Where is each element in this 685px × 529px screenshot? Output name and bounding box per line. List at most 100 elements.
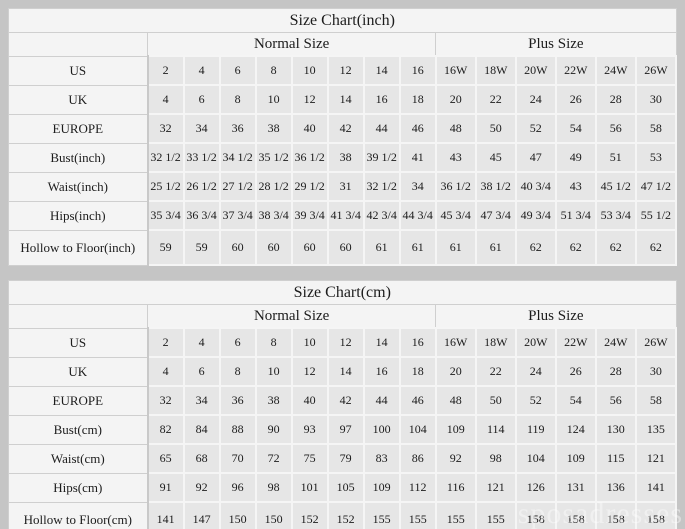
size-value-cell: 14 [326, 84, 365, 115]
size-value-cell: 10 [254, 84, 293, 115]
size-value-cell: 124 [554, 414, 597, 445]
size-value-cell: 32 1/2 [146, 142, 185, 173]
size-value-cell: 29 1/2 [290, 171, 329, 202]
size-value-cell: 22 [474, 356, 517, 387]
corner-cell [7, 304, 149, 329]
column-group-row: Normal Size Plus Size [7, 32, 677, 57]
size-value-cell: 105 [326, 472, 365, 503]
size-value-cell: 51 3/4 [554, 200, 597, 231]
size-value-cell: 116 [434, 472, 477, 503]
size-value-cell: 36 3/4 [182, 200, 221, 231]
size-value-cell: 114 [474, 414, 517, 445]
size-value-cell: 53 [634, 142, 678, 173]
size-value-cell: 12 [290, 84, 329, 115]
size-value-cell: 45 3/4 [434, 200, 477, 231]
size-value-cell: 47 1/2 [634, 171, 678, 202]
size-value-cell: 16W [434, 55, 477, 86]
table-row: Bust(cm) 82 84 88 90 93 97 100 104 109 114 119 124 13… [7, 414, 678, 445]
size-value-cell: 91 [146, 472, 185, 503]
size-value-cell: 42 [326, 113, 365, 144]
size-value-cell: 18W [474, 55, 517, 86]
size-value-cell: 98 [474, 443, 517, 474]
size-value-cell: 60 [218, 229, 257, 266]
row-label: EUROPE [7, 113, 149, 144]
size-value-cell: 38 1/2 [474, 171, 517, 202]
size-value-cell: 56 [594, 113, 637, 144]
size-value-cell: 62 [554, 229, 597, 266]
size-value-cell: 52 [514, 385, 557, 416]
size-value-cell: 36 1/2 [290, 142, 329, 173]
size-value-cell: 32 [146, 113, 185, 144]
row-label: US [7, 327, 149, 358]
table-title: Size Chart(cm) [8, 280, 677, 305]
size-value-cell: 16 [398, 55, 437, 86]
size-value-cell: 44 3/4 [398, 200, 437, 231]
table-row: Waist(inch) 25 1/2 26 1/2 27 1/2 28 1/2 29 1/… [7, 171, 678, 202]
size-value-cell: 72 [254, 443, 293, 474]
table-row: Hips(cm) 91 92 96 98 101 105 109 112 116 121 126 131… [7, 472, 678, 503]
size-value-cell: 30 [634, 84, 678, 115]
size-value-cell: 45 1/2 [594, 171, 637, 202]
size-value-cell: 38 [254, 113, 293, 144]
size-value-cell: 130 [594, 414, 637, 445]
size-value-cell: 48 [434, 385, 477, 416]
size-value-cell: 18 [398, 84, 437, 115]
table-row: Hollow to Floor(cm) 141 147 150 150 152 152 155… [7, 501, 678, 529]
size-value-cell: 26 [554, 356, 597, 387]
plus-size-header: Plus Size [435, 304, 677, 329]
size-value-cell: 14 [326, 356, 365, 387]
size-value-cell: 40 3/4 [514, 171, 557, 202]
size-value-cell: 6 [218, 55, 257, 86]
size-value-cell: 141 [634, 472, 678, 503]
size-value-cell: 36 1/2 [434, 171, 477, 202]
size-value-cell: 83 [362, 443, 401, 474]
size-value-cell: 8 [254, 327, 293, 358]
size-value-cell: 49 3/4 [514, 200, 557, 231]
size-value-cell: 8 [218, 84, 257, 115]
size-value-cell: 150 [254, 501, 293, 529]
size-value-cell: 61 [474, 229, 517, 266]
size-value-cell: 32 [146, 385, 185, 416]
size-value-cell: 152 [290, 501, 329, 529]
size-value-cell: 50 [474, 113, 517, 144]
size-value-cell: 8 [254, 55, 293, 86]
table-row: US 2 4 6 8 10 12 14 16 16W 18W 20W 22W 24W 26W [7, 327, 678, 358]
size-value-cell: 33 1/2 [182, 142, 221, 173]
size-value-cell: 84 [182, 414, 221, 445]
size-value-cell: 14 [362, 327, 401, 358]
table-title: Size Chart(inch) [8, 8, 677, 33]
size-value-cell: 22W [554, 55, 597, 86]
size-value-cell: 62 [514, 229, 557, 266]
size-value-cell: 50 [474, 385, 517, 416]
size-value-cell: 104 [398, 414, 437, 445]
size-value-cell: 6 [182, 356, 221, 387]
size-value-cell: 158 [514, 501, 557, 529]
size-value-cell: 93 [290, 414, 329, 445]
size-chart-cm-table: Size Chart(cm) Normal Size Plus Size US 2… [7, 280, 678, 529]
table-row: US 2 4 6 8 10 12 14 16 16W 18W 20W 22W 24W 26W [7, 55, 678, 86]
table-title-row: Size Chart(inch) [8, 8, 677, 33]
size-value-cell: 55 1/2 [634, 200, 678, 231]
size-value-cell: 96 [218, 472, 257, 503]
row-label: Hips(cm) [7, 472, 149, 503]
size-value-cell: 34 [182, 385, 221, 416]
size-value-cell: 25 1/2 [146, 171, 185, 202]
size-value-cell: 53 3/4 [594, 200, 637, 231]
size-value-cell: 10 [290, 327, 329, 358]
size-value-cell: 121 [634, 443, 678, 474]
size-value-cell: 26 [554, 84, 597, 115]
size-value-cell: 31 [326, 171, 365, 202]
size-value-cell: 44 [362, 113, 401, 144]
size-value-cell: 20 [434, 84, 477, 115]
size-value-cell: 42 3/4 [362, 200, 401, 231]
size-value-cell: 58 [634, 113, 678, 144]
column-group-row: Normal Size Plus Size [7, 304, 677, 329]
size-value-cell: 16 [362, 84, 401, 115]
size-value-cell: 61 [362, 229, 401, 266]
size-value-cell: 131 [554, 472, 597, 503]
size-value-cell: 155 [434, 501, 477, 529]
size-value-cell: 4 [146, 84, 185, 115]
size-value-cell: 86 [398, 443, 437, 474]
size-value-cell: 28 [594, 84, 637, 115]
